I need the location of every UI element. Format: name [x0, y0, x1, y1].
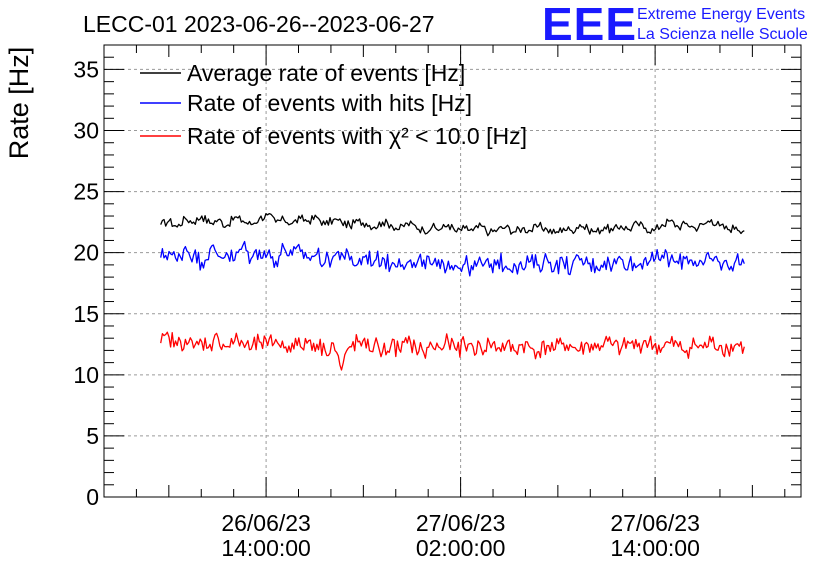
x-tick-time: 02:00:00 — [416, 535, 506, 561]
y-tick-label: 25 — [73, 179, 99, 205]
legend-label-0: Average rate of events [Hz] — [187, 60, 465, 86]
y-tick-labels: 0 5 10 15 20 25 30 35 — [73, 56, 99, 510]
legend-label-1: Rate of events with hits [Hz] — [187, 90, 472, 116]
x-tick-date: 27/06/23 — [416, 510, 506, 536]
y-tick-label: 10 — [73, 362, 99, 388]
series-line-0 — [160, 212, 745, 237]
eee-logo: EEE Extreme Energy Events La Scienza nel… — [542, 0, 808, 50]
x-tick-date: 26/06/23 — [221, 510, 311, 536]
y-tick-label: 5 — [86, 423, 99, 449]
plot-frame — [103, 44, 802, 498]
eee-logo-line2: La Scienza nelle Scuole — [637, 26, 808, 43]
y-axis-label: Rate [Hz] — [4, 47, 34, 160]
x-tick-date: 27/06/23 — [610, 510, 700, 536]
grid-lines — [104, 45, 801, 497]
x-tick-time: 14:00:00 — [221, 535, 311, 561]
series-line-2 — [160, 331, 745, 371]
y-tick-label: 30 — [73, 118, 99, 144]
eee-logo-mark: EEE — [542, 0, 637, 50]
eee-logo-line1: Extreme Energy Events — [637, 6, 805, 23]
x-tick-time: 14:00:00 — [610, 535, 700, 561]
axis-ticks — [103, 44, 801, 498]
series-line-1 — [160, 240, 745, 277]
chart-title: LECC-01 2023-06-26--2023-06-27 — [83, 11, 435, 37]
legend-label-2: Rate of events with χ² < 10.0 [Hz] — [187, 123, 527, 149]
y-tick-label: 20 — [73, 240, 99, 266]
y-tick-label: 35 — [73, 56, 99, 82]
x-tick-labels: 26/06/2314:00:0027/06/2302:00:0027/06/23… — [221, 510, 700, 561]
y-tick-label: 0 — [86, 484, 99, 510]
series-lines — [160, 212, 745, 371]
legend: Average rate of events [Hz] Rate of event… — [140, 60, 527, 149]
y-tick-label: 15 — [73, 301, 99, 327]
